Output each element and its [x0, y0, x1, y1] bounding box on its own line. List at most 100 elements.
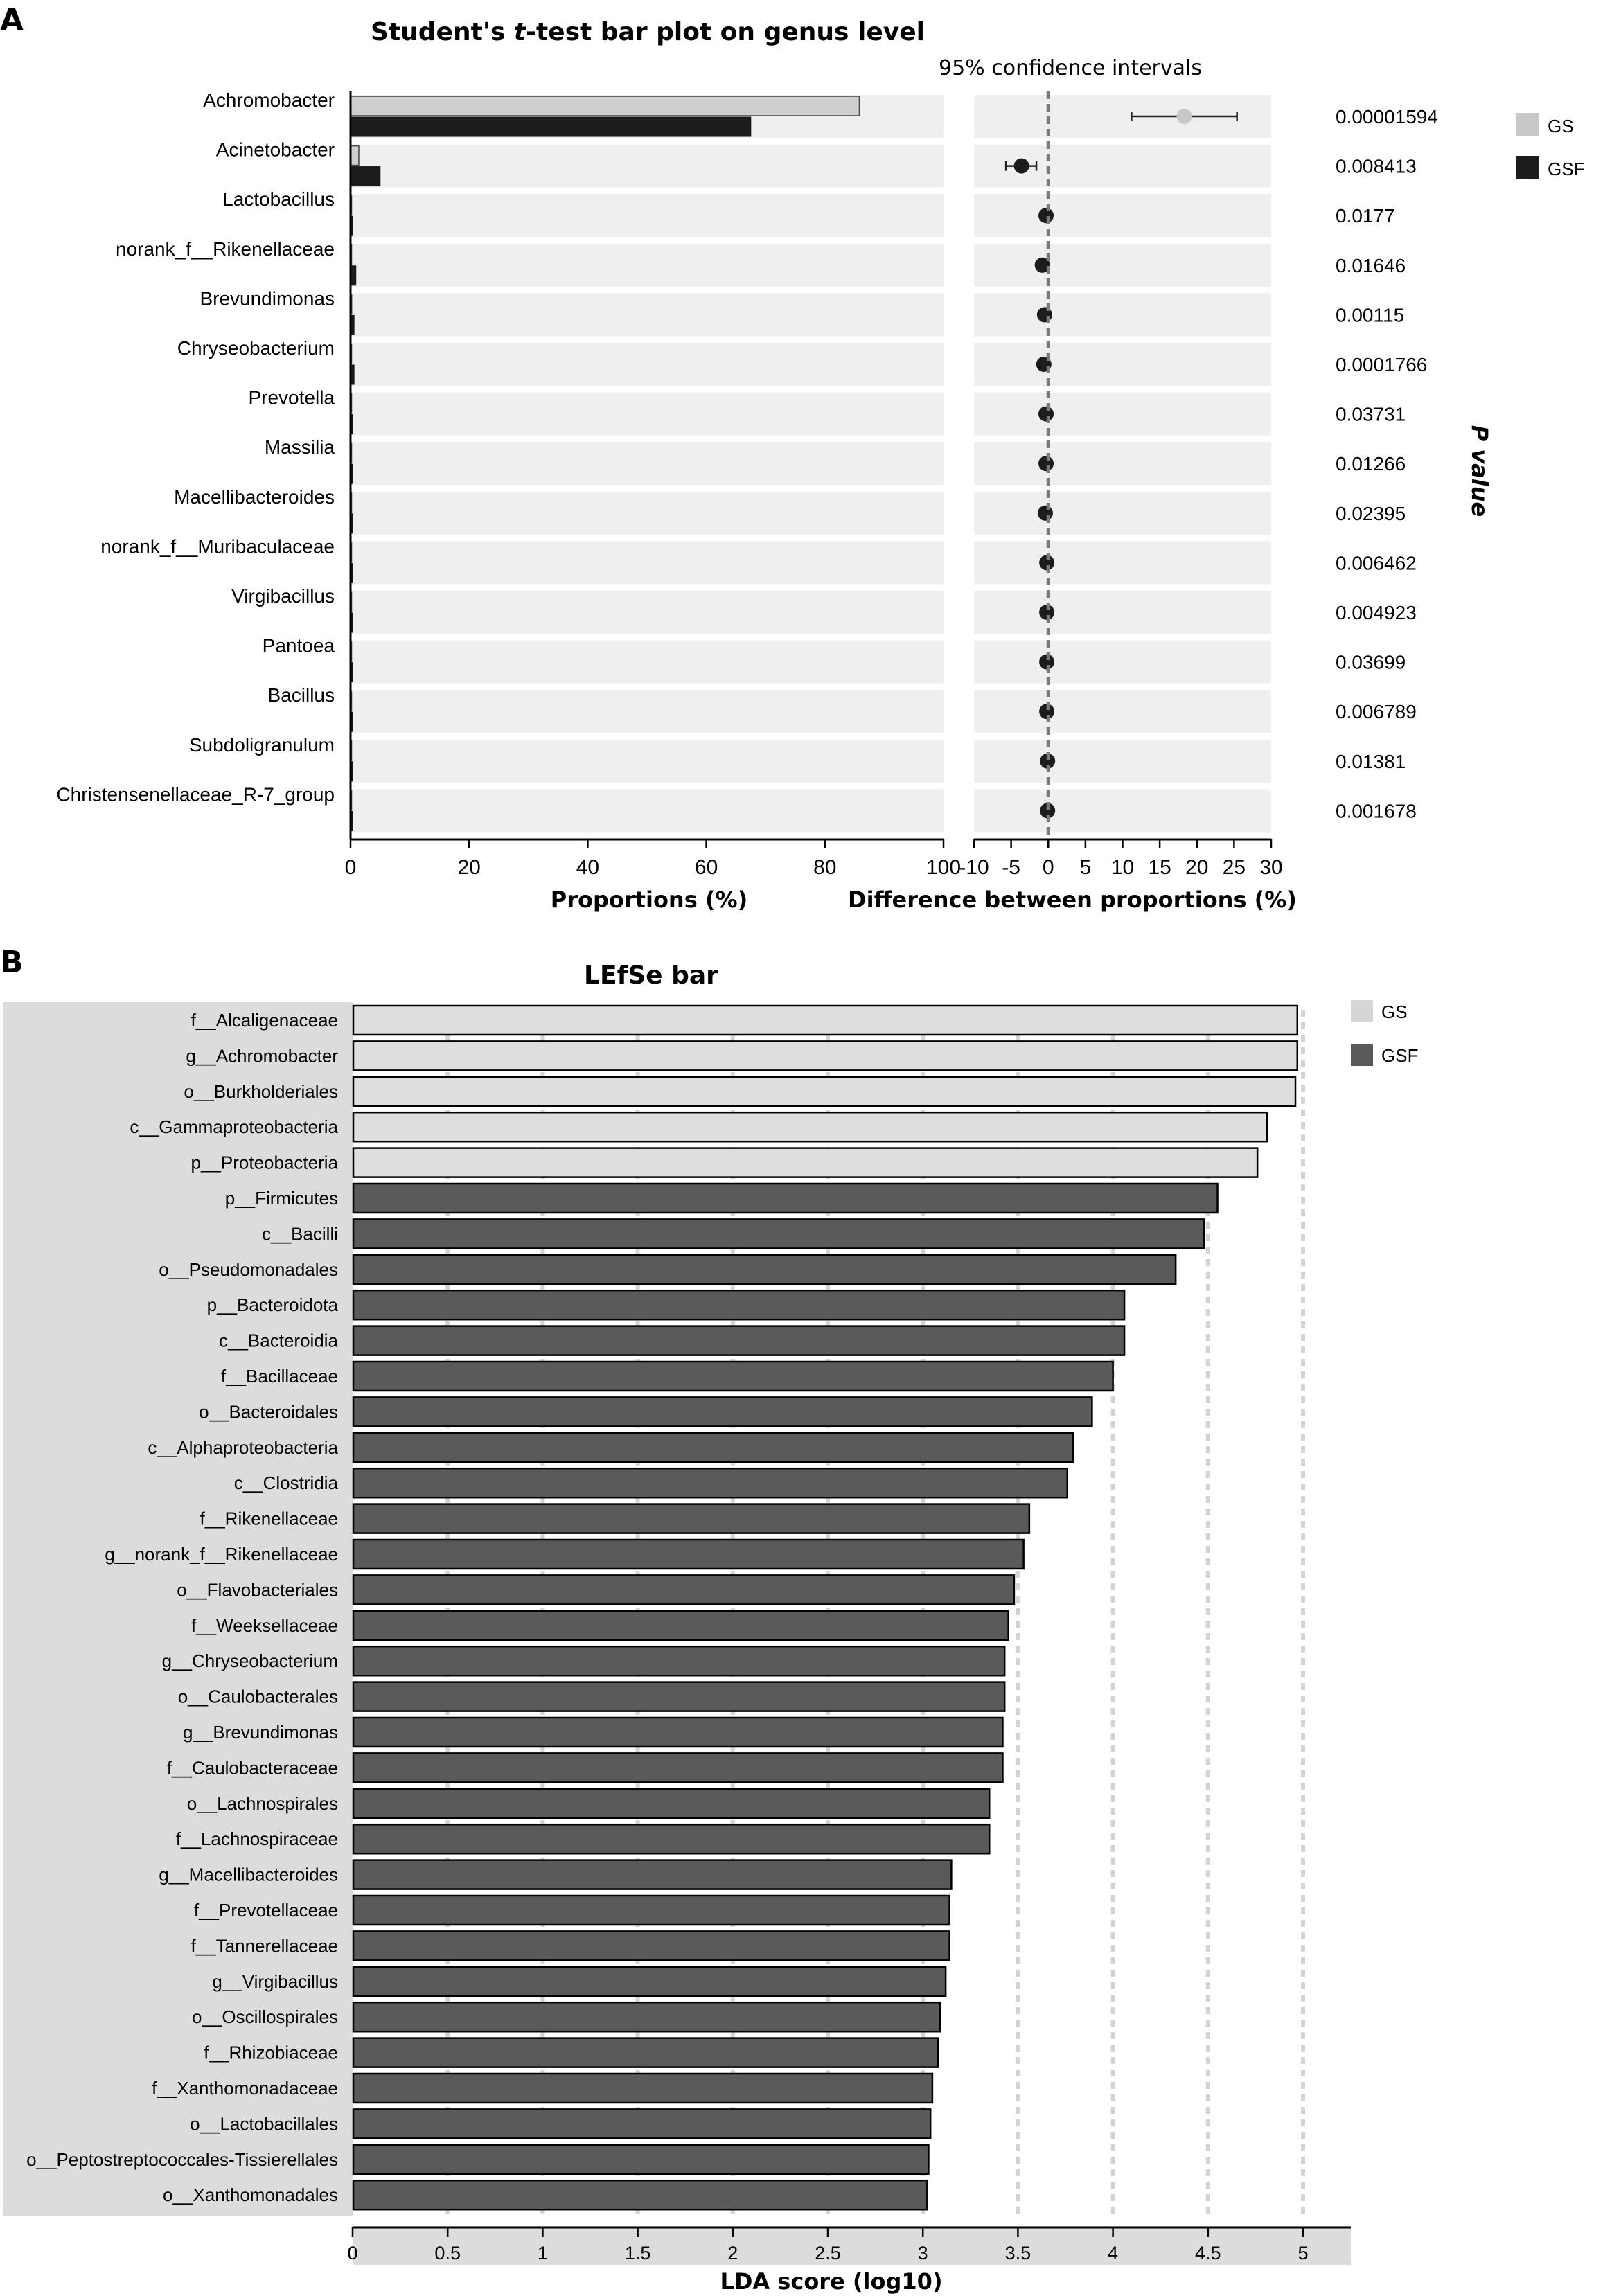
taxon-label: g__norank_f__Rikenellaceae: [105, 1544, 338, 1565]
panel-a-row-backgrounds: [351, 95, 1271, 833]
taxon-label: f__Prevotellaceae: [194, 1900, 338, 1921]
difference-tick-label: 5: [1080, 856, 1092, 879]
gsf-lda-bar: [352, 1610, 1009, 1641]
genus-label: Achromobacter: [203, 89, 335, 111]
taxon-label: f__Alcaligenaceae: [191, 1010, 339, 1031]
genus-label: Prevotella: [248, 387, 335, 409]
lda-tick-label: 5: [1298, 2243, 1308, 2263]
p-value-label: 0.02395: [1336, 503, 1406, 524]
gsf-lda-bar: [352, 1218, 1205, 1249]
taxon-label: f__Caulobacteraceae: [167, 1757, 338, 1778]
gsf-lda-bar: [352, 1894, 950, 1926]
proportion-row-background: [351, 343, 944, 386]
p-value-axis-title: P value: [1467, 425, 1493, 517]
difference-point: [1038, 406, 1054, 422]
proportion-row-background: [351, 690, 944, 733]
difference-row-background: [974, 343, 1271, 386]
genus-label: Macellibacteroides: [174, 486, 335, 508]
genus-label: norank_f__Rikenellaceae: [116, 238, 335, 260]
taxon-label: g__Brevundimonas: [183, 1722, 338, 1743]
panel-b-bars: [352, 1004, 1299, 2211]
taxon-label: f__Rhizobiaceae: [204, 2043, 338, 2063]
gsf-lda-bar: [352, 1503, 1031, 1534]
proportion-row-background: [351, 789, 944, 833]
proportion-tick-label: 80: [813, 856, 836, 879]
panel-a-legend-label-gsf: GSF: [1548, 159, 1584, 179]
label-panel-background: [3, 1002, 353, 2216]
gs-proportion-bar: [350, 96, 860, 116]
difference-row-background: [974, 194, 1271, 238]
taxon-label: o__Bacteroidales: [199, 1401, 338, 1422]
taxon-label: g__Chryseobacterium: [162, 1650, 338, 1671]
proportion-row-background: [351, 194, 944, 238]
genus-label: Subdoligranulum: [189, 734, 335, 756]
lda-tick-label: 3.5: [1005, 2243, 1031, 2263]
gsf-proportion-bar: [350, 116, 752, 137]
taxon-label: g__Achromobacter: [186, 1045, 338, 1066]
p-value-label: 0.01646: [1336, 255, 1406, 276]
panel-a-legend-label-gs: GS: [1548, 116, 1574, 136]
genus-label: Massilia: [265, 436, 335, 458]
panel-a-axes: 0 20 40 60 80 100-10 -5 0 5 10 15 20 25 30: [345, 91, 1283, 879]
lda-tick-label: 0.5: [434, 2243, 461, 2263]
gsf-lda-bar: [352, 1254, 1177, 1285]
panel-a-legend-swatch-gs: [1516, 113, 1539, 136]
gs-lda-bar: [352, 1111, 1268, 1143]
genus-label: Virgibacillus: [231, 585, 335, 607]
lda-tick-label: 1.5: [625, 2243, 651, 2263]
genus-label: norank_f__Muribaculaceae: [100, 535, 335, 557]
p-value-label: 0.0001766: [1336, 354, 1427, 375]
p-value-label: 0.03731: [1336, 404, 1406, 425]
difference-point: [1037, 505, 1053, 521]
gsf-lda-bar: [352, 2037, 939, 2068]
difference-point: [1176, 109, 1192, 124]
difference-tick-label: 0: [1043, 856, 1054, 879]
gs-lda-bar: [352, 1040, 1299, 1071]
taxon-label: o__Flavobacteriales: [177, 1579, 338, 1600]
panel-a-label: A: [0, 3, 24, 38]
lda-tick-label: 1: [538, 2243, 548, 2263]
taxon-label: o__Oscillospirales: [192, 2006, 338, 2027]
taxon-label: c__Clostridia: [234, 1472, 339, 1493]
panel-a-confidence-intervals: [1004, 91, 1238, 838]
difference-row-background: [974, 442, 1271, 486]
taxon-label: g__Virgibacillus: [212, 1971, 338, 1992]
difference-point: [1034, 257, 1050, 273]
taxon-label: f__Weeksellaceae: [191, 1615, 338, 1636]
difference-tick-label: 10: [1111, 856, 1134, 879]
p-value-label: 0.01381: [1336, 751, 1406, 772]
p-value-label: 0.006789: [1336, 701, 1417, 722]
p-value-label: 0.00115: [1336, 304, 1404, 326]
p-value-label: 0.004923: [1336, 602, 1417, 623]
proportion-row-background: [351, 541, 944, 585]
panel-b-legend-swatch-gs: [1351, 1000, 1373, 1022]
proportion-row-background: [351, 144, 944, 188]
taxon-label: c__Alphaproteobacteria: [148, 1437, 338, 1458]
difference-tick-label: -10: [959, 856, 989, 879]
panel-a-legend: GS GSF: [1516, 113, 1584, 179]
gsf-lda-bar: [352, 1681, 1006, 1712]
gsf-proportion-bar: [350, 166, 381, 187]
gs-lda-bar: [352, 1004, 1299, 1036]
panel-a-p-values: 0.00001594 0.008413 0.0177 0.01646 0.00115 0.…: [1336, 106, 1438, 821]
difference-point: [1040, 753, 1056, 769]
taxon-label: c__Bacilli: [262, 1223, 338, 1244]
difference-row-background: [974, 491, 1271, 535]
proportion-tick-label: 100: [926, 856, 961, 879]
difference-axis-title: Difference between proportions (%): [848, 887, 1297, 913]
panel-a-legend-swatch-gsf: [1516, 156, 1539, 179]
lda-tick-label: 3: [918, 2243, 928, 2263]
difference-tick-label: 20: [1185, 856, 1208, 879]
proportion-row-background: [351, 739, 944, 783]
gsf-lda-bar: [352, 1289, 1126, 1321]
gsf-lda-bar: [352, 1360, 1114, 1392]
gsf-lda-bar: [352, 1752, 1004, 1783]
difference-point: [1039, 654, 1055, 670]
p-value-label: 0.0177: [1336, 205, 1395, 226]
taxon-label: o__Lachnospirales: [187, 1793, 338, 1814]
p-value-label: 0.008413: [1336, 156, 1417, 177]
difference-tick-label: 25: [1223, 856, 1246, 879]
taxon-label: o__Pseudomonadales: [159, 1259, 338, 1280]
proportion-row-background: [351, 442, 944, 486]
difference-point: [1013, 158, 1029, 174]
